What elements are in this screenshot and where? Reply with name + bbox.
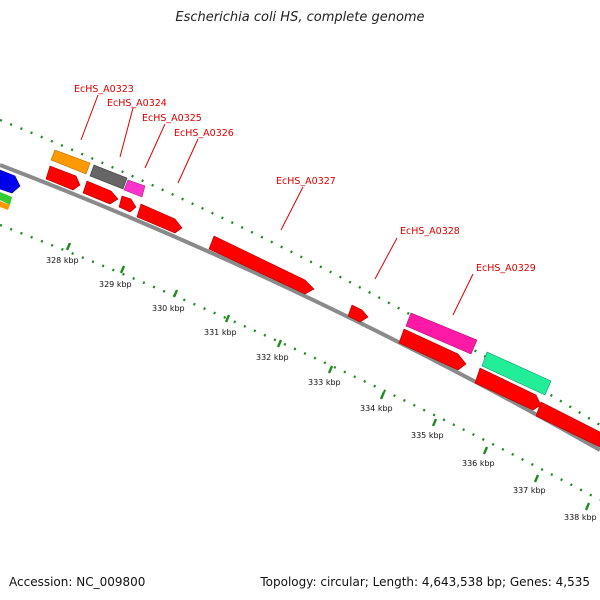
gene-label: EcHS_A0328 xyxy=(400,226,460,237)
cds-arrow xyxy=(82,180,119,205)
cds-arrow xyxy=(118,195,137,213)
kbp-label: 330 kbp xyxy=(152,304,185,313)
gene-orange-EcHS_A0323 xyxy=(50,149,91,175)
kbp-label: 337 kbp xyxy=(513,486,546,495)
gene-gray-EcHS_A0324 xyxy=(89,164,128,190)
kbp-label: 333 kbp xyxy=(308,378,341,387)
kbp-label: 335 kbp xyxy=(411,431,444,440)
map-title: Escherichia coli HS, complete genome xyxy=(175,10,425,25)
genome-backbone xyxy=(0,163,600,452)
kbp-label: 328 kbp xyxy=(46,256,79,265)
gene-label: EcHS_A0323 xyxy=(74,84,134,95)
outer-strand-features xyxy=(50,149,552,396)
cds-arrow xyxy=(474,367,542,411)
cds-arrow xyxy=(535,401,600,448)
gene-magenta-EcHS_A0329 xyxy=(405,312,478,355)
cds-arrow xyxy=(45,165,81,191)
genome-summary-text: Topology: circular; Length: 4,643,538 bp… xyxy=(260,575,590,589)
kbp-label: 329 kbp xyxy=(99,280,132,289)
gene-labels: EcHS_A0323 EcHS_A0324 EcHS_A0325 EcHS_A0… xyxy=(74,84,536,274)
cds-features xyxy=(45,165,600,448)
accession-text: Accession: NC_009800 xyxy=(9,575,146,589)
gene-label: EcHS_A0324 xyxy=(107,98,167,109)
kbp-label: 332 kbp xyxy=(256,353,289,362)
cds-arrow xyxy=(347,304,369,323)
blue-feature xyxy=(0,169,21,194)
gene-magenta-EcHS_A0325 xyxy=(123,179,146,198)
kbp-label: 334 kbp xyxy=(360,404,393,413)
kbp-label: 336 kbp xyxy=(462,459,495,468)
left-edge-features xyxy=(0,169,21,210)
gene-teal xyxy=(481,351,552,396)
gene-label: EcHS_A0326 xyxy=(174,128,234,139)
green-feature xyxy=(0,192,12,205)
cds-arrow-EcHS_A0327 xyxy=(208,235,315,295)
label-leaders xyxy=(80,94,474,316)
cds-arrow xyxy=(136,203,183,234)
gene-label: EcHS_A0327 xyxy=(276,176,336,187)
kbp-label: 331 kbp xyxy=(204,328,237,337)
kbp-label: 338 kbp xyxy=(564,513,597,522)
orange-edge-feature xyxy=(0,201,10,210)
gene-label: EcHS_A0329 xyxy=(476,263,536,274)
kbp-scale: 328 kbp 329 kbp 330 kbp 331 kbp 332 kbp … xyxy=(46,242,597,522)
cds-arrow xyxy=(398,328,467,371)
gene-label: EcHS_A0325 xyxy=(142,113,202,124)
